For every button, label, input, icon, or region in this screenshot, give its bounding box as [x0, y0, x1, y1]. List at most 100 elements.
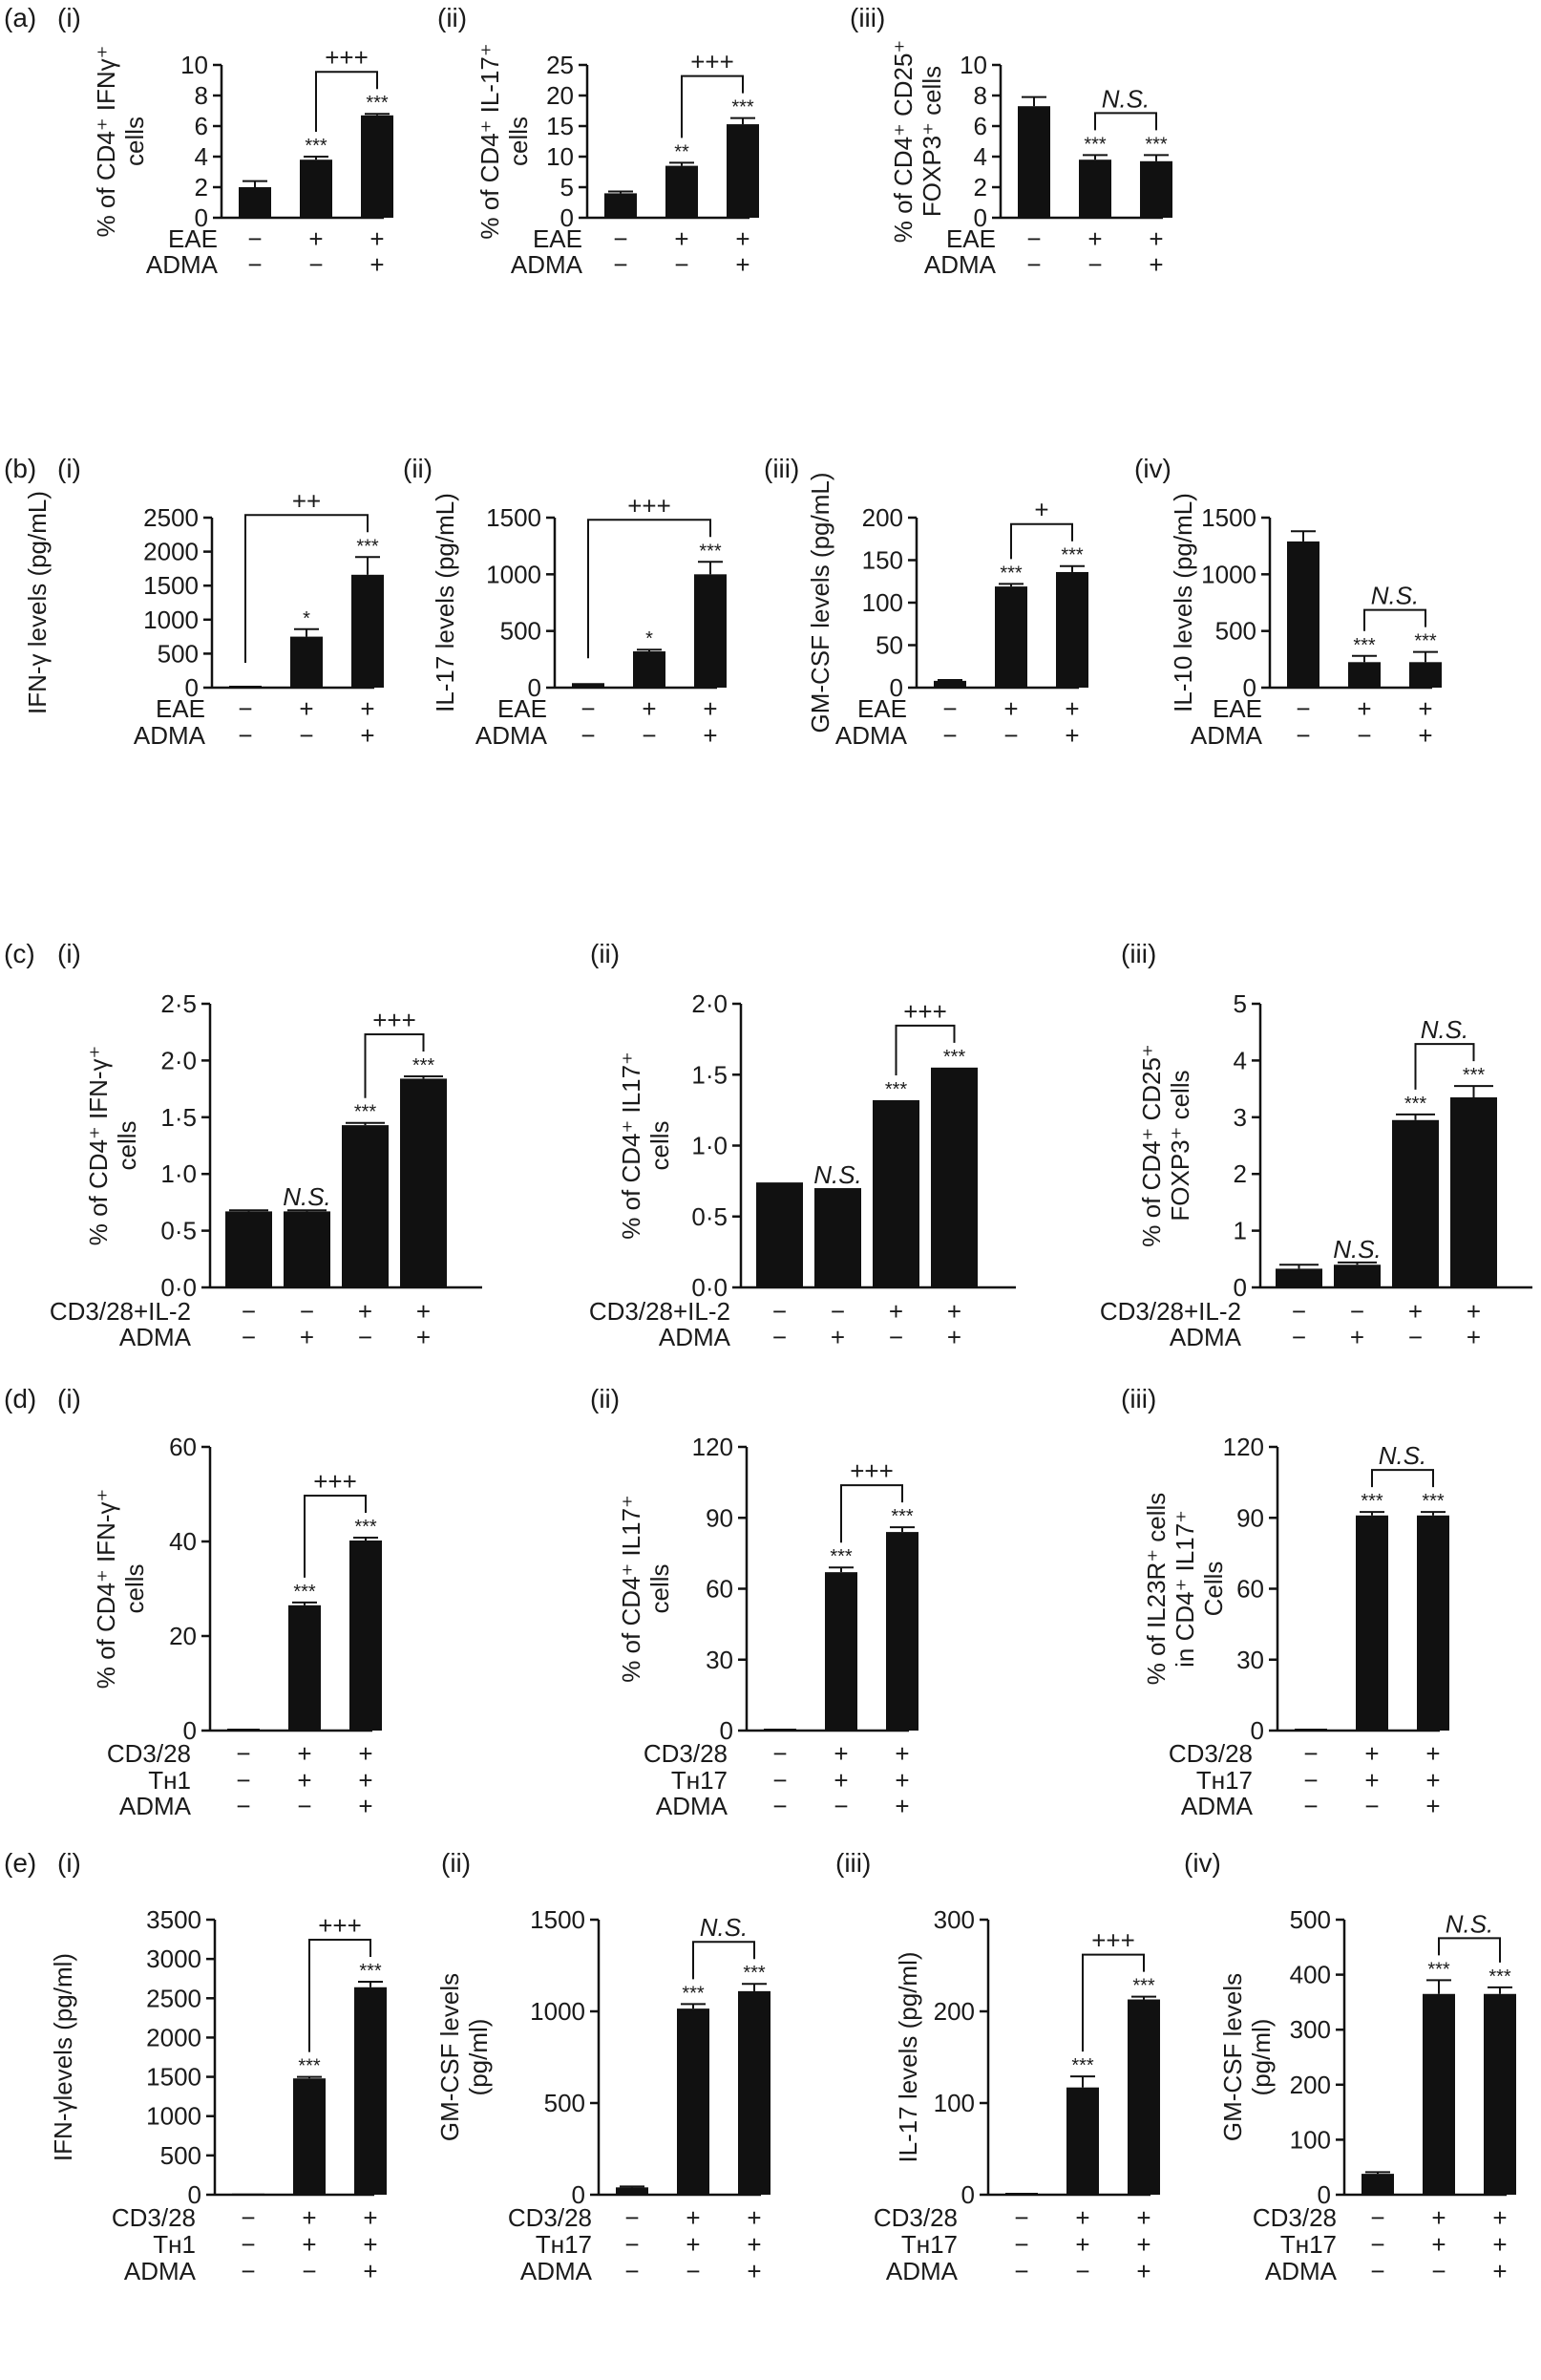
bracket-label: N.S. [1371, 582, 1420, 610]
condition-sign: + [1492, 2257, 1507, 2285]
condition-sign: − [302, 2257, 316, 2285]
condition-label: Tʜ17 [536, 2230, 592, 2259]
condition-sign: − [242, 1297, 256, 1326]
significance-label: *** [1488, 1966, 1511, 1987]
y-tick-label: 6 [195, 112, 208, 140]
y-tick-label: 0 [183, 1716, 197, 1745]
significance-label: *** [305, 136, 327, 157]
chart-panel-8: (i) 0·0 0·5 1·0 1·5 2·0 2·5 % of CD4⁺ IFN-γ⁺ cel… [50, 939, 482, 1351]
condition-sign: − [241, 2230, 255, 2259]
comparison-bracket [1094, 112, 1157, 131]
y-tick-label: 15 [546, 112, 574, 140]
bar [351, 574, 384, 688]
y-tick-label: 300 [934, 1905, 975, 1934]
condition-sign: − [1014, 2203, 1028, 2232]
condition-label: ADMA [1265, 2257, 1338, 2285]
significance-label: *** [1463, 1065, 1486, 1086]
y-tick-label: 4 [1234, 1046, 1247, 1074]
condition-sign: − [1357, 721, 1371, 750]
condition-sign: − [772, 1323, 787, 1351]
condition-label: EAE [946, 224, 996, 253]
y-axis-label: GM-CSF levels [1218, 1973, 1247, 2141]
bracket-label: + [1034, 496, 1048, 524]
panel-label: (ii) [441, 1848, 471, 1878]
significance-label: *** [1071, 2055, 1094, 2076]
y-tick-label: 0·0 [160, 1273, 197, 1302]
bar [1287, 541, 1319, 688]
y-tick-label: 0·5 [160, 1217, 197, 1245]
y-axis-label: % of IL23R⁺ cells [1142, 1493, 1171, 1686]
y-axis-label: GM-CSF levels [435, 1973, 464, 2141]
condition-sign: + [895, 1792, 909, 1820]
y-tick-label: 90 [706, 1503, 733, 1532]
bracket-label: N.S. [1379, 1441, 1427, 1470]
chart-panel-9: (ii) 0·0 0·5 1·0 1·5 2·0 % of CD4⁺ IL17⁺ cells N… [589, 939, 1016, 1351]
condition-sign: + [363, 2203, 377, 2232]
bracket-label: N.S. [1446, 1909, 1494, 1938]
y-tick-label: 30 [1236, 1646, 1264, 1674]
condition-sign: + [1467, 1297, 1481, 1326]
condition-label: CD3/28 [1169, 1739, 1253, 1768]
condition-sign: + [358, 1297, 372, 1326]
y-tick-label: 0·0 [691, 1273, 728, 1302]
condition-sign: + [1431, 2230, 1446, 2259]
y-tick-label: 40 [169, 1527, 197, 1556]
condition-sign: + [297, 1766, 311, 1795]
y-tick-label: 1000 [143, 606, 199, 634]
bracket-label: +++ [313, 1467, 357, 1496]
chart-panel-4: (i) 0 500 1000 1500 2000 2500 IFN-γ levels (pg/… [23, 454, 384, 750]
condition-sign: − [624, 2203, 639, 2232]
condition-label: CD3/28 [508, 2203, 592, 2232]
y-axis-label: cells [645, 1563, 674, 1613]
condition-sign: − [1431, 2257, 1446, 2285]
y-tick-label: 120 [1223, 1433, 1264, 1461]
panel-label: (i) [57, 3, 81, 32]
significance-label: *** [1422, 1491, 1445, 1512]
significance-label: *** [943, 1047, 966, 1068]
condition-sign: + [1492, 2203, 1507, 2232]
bar [1409, 662, 1442, 688]
condition-label: Tʜ17 [1196, 1766, 1253, 1795]
condition-label: ADMA [886, 2257, 959, 2285]
y-tick-label: 0 [572, 2180, 585, 2209]
condition-sign: − [236, 1739, 250, 1768]
y-tick-label: 500 [160, 2141, 201, 2170]
condition-sign: + [308, 224, 323, 253]
row-label: (d) [4, 1384, 36, 1413]
panel-label: (ii) [590, 939, 620, 968]
condition-sign: − [1075, 2257, 1089, 2285]
y-tick-label: 500 [158, 639, 199, 668]
comparison-bracket [244, 514, 369, 663]
row-label: (b) [4, 454, 36, 483]
y-axis-label: % of CD4⁺ IFN-γ⁺ [84, 1046, 113, 1245]
condition-sign: + [1136, 2203, 1150, 2232]
y-tick-label: 10 [546, 142, 574, 171]
y-tick-label: 500 [1215, 617, 1256, 646]
condition-sign: + [1136, 2230, 1150, 2259]
bar [1128, 1999, 1160, 2195]
y-axis-label: in CD4⁺ IL17⁺ [1171, 1510, 1199, 1668]
y-tick-label: 3 [1234, 1103, 1247, 1132]
condition-sign: + [1357, 694, 1371, 723]
condition-sign: − [1087, 250, 1102, 279]
condition-sign: − [241, 2203, 255, 2232]
y-tick-label: 100 [1290, 2125, 1331, 2154]
row-label: (c) [4, 939, 35, 968]
condition-label: CD3/28+IL-2 [1100, 1297, 1241, 1326]
y-tick-label: 300 [1290, 2015, 1331, 2044]
condition-sign: − [1292, 1323, 1306, 1351]
condition-sign: + [703, 694, 717, 723]
condition-sign: + [831, 1323, 845, 1351]
bar [931, 1067, 978, 1287]
condition-label: ADMA [511, 250, 583, 279]
comparison-bracket [1082, 1953, 1145, 2052]
y-tick-label: 60 [1236, 1575, 1264, 1604]
condition-sign: + [1003, 694, 1018, 723]
condition-sign: + [300, 1323, 314, 1351]
condition-sign: − [236, 1792, 250, 1820]
y-tick-label: 2·0 [691, 989, 728, 1018]
y-tick-label: 2·5 [160, 989, 197, 1018]
condition-sign: − [299, 721, 313, 750]
condition-sign: − [1026, 250, 1041, 279]
condition-sign: − [1370, 2257, 1384, 2285]
